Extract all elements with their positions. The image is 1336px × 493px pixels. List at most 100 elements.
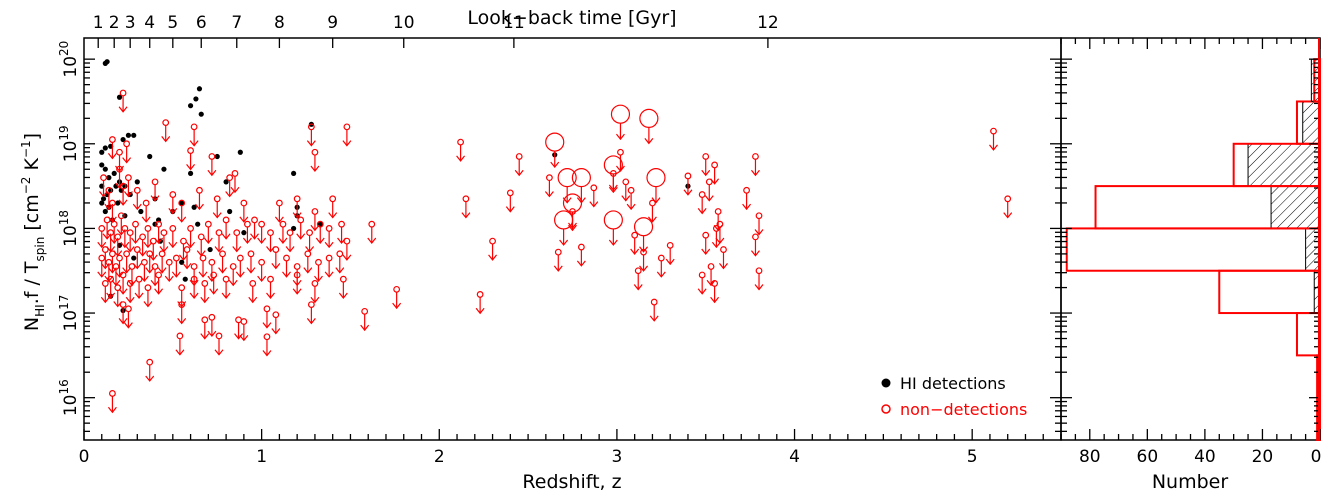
y-axis-label: NHI.f / Tspin [cm−2 K−1] [19,133,47,331]
upper-limit-point [271,311,281,335]
upper-limit-arrowhead [235,271,245,278]
upper-limit-arrowhead [608,186,618,194]
upper-limit-point [186,225,196,249]
upper-limit-arrowhead [200,333,210,340]
upper-limit-arrowhead [608,184,618,191]
upper-limit-arrowhead [621,195,631,202]
upper-limit-arrowhead [589,201,599,208]
upper-limit-marker [545,132,565,152]
upper-limit-point [150,263,160,287]
upper-limit-arrowhead [234,333,244,340]
upper-limit-marker [98,225,106,232]
upper-limit-point [106,275,116,299]
upper-limit-marker [240,199,248,207]
y-tick-label: 1018 [57,210,81,247]
x-tick-label: 4 [789,447,800,467]
upper-limit-point [131,220,140,244]
upper-limit-arrowhead [157,267,167,274]
y-tick-label: 1019 [57,125,81,162]
upper-limit-arrowhead [647,216,657,223]
upper-limit-arrowhead [665,258,675,266]
upper-limit-point [488,237,498,261]
upper-limit-arrowhead [203,237,213,244]
detection-hist-bar [1270,185,1321,229]
upper-limit-marker [240,318,248,325]
upper-limit-arrowhead [161,136,171,143]
top-tick-label: 3 [125,13,136,33]
upper-limit-marker [307,301,315,308]
upper-limit-arrowhead [392,302,402,310]
upper-limit-point [145,250,155,274]
upper-limit-marker [617,148,624,156]
upper-limit-arrowhead [194,203,204,211]
upper-limit-marker [144,284,152,292]
upper-limit-arrowhead [697,207,707,215]
upper-limit-point [246,250,256,274]
upper-limit-arrowhead [750,169,760,177]
upper-limit-point [207,313,217,338]
upper-limit-arrowhead [608,239,618,246]
upper-limit-point [107,390,117,414]
upper-limit-marker [304,250,312,258]
upper-limit-point [189,275,199,299]
x-tick-label: 5 [967,447,978,467]
upper-limit-arrowhead [306,140,316,147]
detection-point [182,276,188,282]
upper-limit-marker [393,285,401,293]
upper-limit-point [100,280,110,304]
upper-limit-point [203,220,213,244]
upper-limit-marker [515,153,523,160]
main-x-ticks: 0 1 2 3 4 5 [79,429,1062,467]
upper-limit-arrowhead [367,237,377,244]
x-tick-label: 1 [256,447,267,467]
upper-limit-point [127,263,137,287]
upper-limit-point [715,220,725,244]
upper-limit-marker [197,233,205,241]
upper-limit-arrowhead [989,144,998,151]
upper-limit-marker [160,229,168,237]
upper-limit-marker [554,248,562,256]
upper-limit-marker [169,225,177,232]
upper-limit-point [603,210,623,246]
upper-limit-marker [258,220,266,228]
upper-limit-point [235,254,245,278]
upper-limit-arrowhead [232,246,242,253]
upper-limit-marker [267,229,274,237]
upper-limit-arrowhead [177,318,187,325]
upper-limit-marker [646,168,666,188]
top-tick-label: 12 [757,13,779,33]
upper-limit-arrowhead [742,203,752,211]
upper-limit-marker [707,263,715,270]
upper-limit-arrowhead [171,271,181,278]
upper-limit-arrowhead [118,318,128,325]
upper-limit-point [209,271,219,295]
upper-limit-marker [101,280,109,287]
upper-limit-arrowhead [228,279,238,287]
upper-limit-arrowhead [230,186,240,194]
upper-limit-point [161,119,171,143]
nondetection-hist-bar [1065,227,1322,272]
upper-limit-marker [183,246,191,253]
upper-limit-marker [133,246,141,253]
upper-limit-point [475,291,485,315]
upper-limit-arrowhead [314,275,323,283]
upper-limit-arrowhead [639,265,649,272]
upper-limit-arrowhead [626,203,636,211]
top-tick-label: 2 [109,13,120,33]
upper-limit-marker [98,254,106,262]
upper-limit-marker [283,254,290,262]
upper-limit-arrowhead [271,263,281,270]
upper-limit-marker [123,140,131,148]
upper-limit-marker [743,186,750,194]
upper-limit-point [232,229,242,253]
upper-limit-arrowhead [179,254,188,261]
detection-point [120,136,126,143]
upper-limit-point [123,305,133,329]
upper-limit-marker [752,233,759,241]
upper-limit-arrowhead [544,191,554,198]
upper-limit-marker [590,184,598,192]
upper-limit-point [242,220,252,244]
upper-limit-point [266,275,275,299]
upper-limit-point [230,170,240,194]
upper-limit-arrowhead [164,275,174,283]
